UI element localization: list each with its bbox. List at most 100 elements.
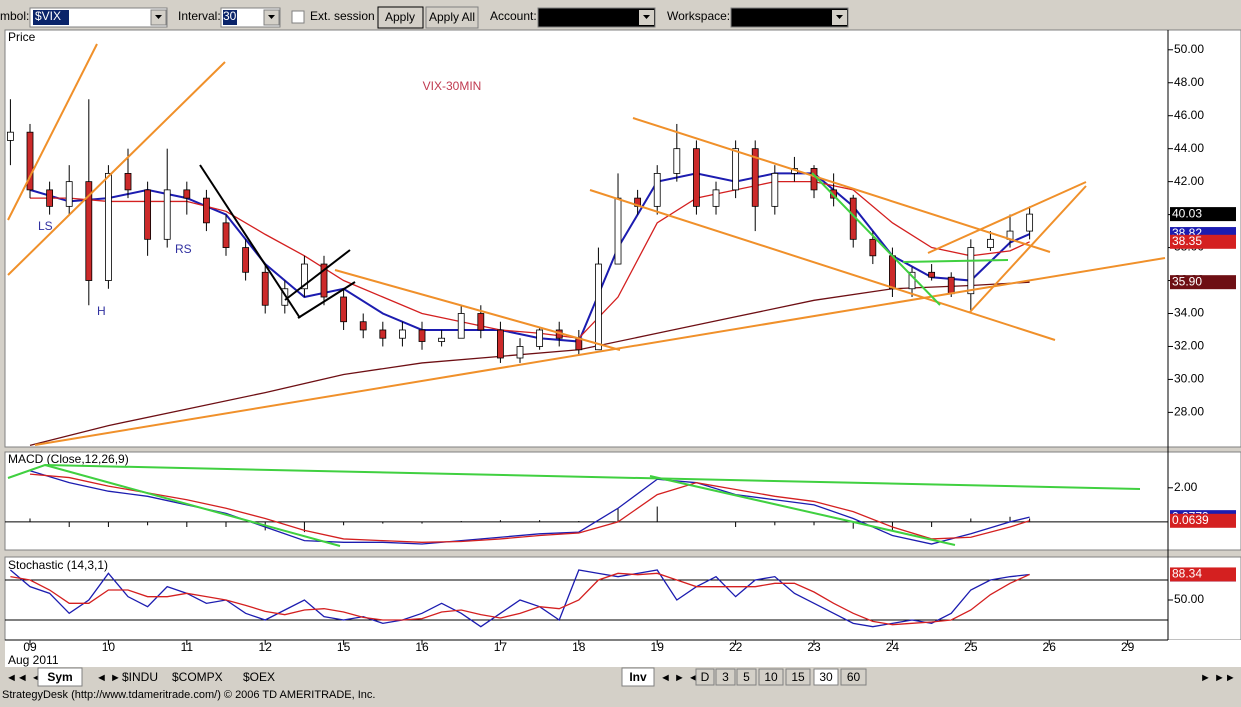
y-tick-label: 50.00 (1174, 42, 1204, 56)
x-tick-label: 09 (23, 640, 37, 654)
trendline (334, 269, 621, 351)
y-tick-label: 42.00 (1174, 174, 1204, 188)
y-tick-label: 28.00 (1174, 405, 1204, 419)
candle-body (497, 329, 504, 359)
value-tag-label: 0.0639 (1172, 513, 1209, 527)
symbol-selection (33, 10, 69, 25)
interval-tab-label[interactable]: 10 (764, 670, 778, 684)
x-tick-label: 25 (964, 640, 978, 654)
series-line (29, 473, 1030, 543)
interval-tab[interactable] (736, 668, 757, 686)
series-line (10, 572, 1030, 626)
trendline (284, 249, 351, 301)
toolbar: mbol: $VIX Interval: 30 Ext. session App… (0, 6, 849, 29)
candle-body (438, 337, 446, 342)
x-tick-label: 26 (1043, 640, 1057, 654)
candle-body (46, 189, 54, 207)
workspace-combo[interactable] (730, 7, 849, 28)
candle-body (889, 255, 896, 290)
series-line (29, 281, 1030, 446)
nav-arrows[interactable]: ◄◄ ◄ (6, 672, 42, 684)
candle-body (810, 168, 818, 191)
tab[interactable]: $OEX (243, 670, 275, 684)
x-tick-label: 11 (181, 640, 194, 654)
candle-body (516, 346, 524, 359)
x-tick-label: 24 (886, 640, 900, 654)
trendline (927, 181, 1087, 254)
interval-tab-label[interactable]: 3 (722, 670, 729, 684)
interval-tab[interactable] (785, 668, 811, 686)
interval-tab-label[interactable]: 60 (847, 670, 861, 684)
value-tag (1170, 513, 1236, 528)
candle-body (85, 181, 93, 281)
candle-body (477, 313, 485, 331)
y-tick-label: 34.00 (1174, 306, 1204, 320)
candle-body (65, 181, 73, 207)
candle-body (595, 263, 602, 351)
apply-text: Apply (385, 10, 415, 24)
panel-title: Stochastic (14,3,1) (8, 558, 108, 572)
y-tick-label: 2.00 (1174, 480, 1198, 494)
candle-body (340, 296, 348, 323)
trendline (589, 189, 1056, 341)
tab[interactable]: Inv (629, 670, 647, 684)
trendline (969, 185, 1087, 313)
tab[interactable]: $COMPX (172, 670, 223, 684)
value-tag (1170, 567, 1236, 582)
trendline (34, 257, 1166, 446)
x-tick-label: 18 (572, 640, 586, 654)
tab[interactable]: Sym (47, 670, 72, 684)
value-tag (1170, 207, 1236, 222)
value-tags: 38.8238.3535.9040.030.27790.063988.1988.… (1170, 206, 1236, 582)
value-tag (1170, 234, 1236, 249)
candle-body (359, 321, 367, 331)
interval-tab-label[interactable]: D (701, 670, 710, 684)
candle-body (7, 131, 14, 141)
ext-session-label: Ext. session (310, 9, 375, 23)
tab-active[interactable] (37, 667, 83, 687)
nav-arrows[interactable]: ► ►► (1200, 672, 1236, 684)
tab-active[interactable] (621, 667, 655, 687)
candle-body (320, 263, 328, 298)
candle-body (457, 313, 465, 339)
interval-tab[interactable] (695, 668, 715, 686)
dropdown-arrow (155, 15, 162, 19)
chart-subtitle: VIX-30MIN (423, 79, 482, 93)
candle-body (379, 329, 387, 339)
apply-all-button[interactable] (425, 6, 479, 29)
apply-button[interactable] (377, 6, 424, 29)
candle-body (105, 172, 112, 281)
interval-tab[interactable] (813, 668, 839, 686)
interval-tab-label[interactable]: 30 (819, 670, 833, 684)
y-tick-label: 50.00 (1174, 592, 1204, 606)
candle-body (399, 329, 406, 339)
nav-arrows[interactable]: ◄ ► ◄ (660, 672, 699, 684)
pattern-label: LS (38, 219, 53, 233)
candle-body (26, 131, 34, 191)
interval-tabs: D 3 5 10 15 30 60 (695, 668, 867, 686)
candle-body (203, 197, 210, 224)
trendline (649, 475, 956, 546)
interval-tab-label[interactable]: 15 (791, 670, 805, 684)
candle-body (261, 271, 269, 306)
nav-arrows[interactable]: ◄ ► (96, 672, 121, 684)
interval-value: 30 (223, 9, 237, 23)
ext-session-checkbox[interactable] (291, 10, 305, 24)
status-bar: StrategyDesk (http://www.tdameritrade.co… (2, 689, 375, 701)
interval-tab[interactable] (715, 668, 736, 686)
stoch-panel (4, 556, 1241, 641)
interval-tab-label[interactable]: 5 (743, 670, 750, 684)
tab[interactable]: $INDU (122, 670, 158, 684)
interval-tab[interactable] (758, 668, 784, 686)
dropdown-arrow (643, 15, 650, 19)
pattern-label: RS (175, 242, 192, 256)
account-combo[interactable] (537, 7, 656, 28)
trendline (7, 43, 98, 221)
x-tick-label: 29 (1121, 640, 1135, 654)
y-tick-label: 44.00 (1174, 141, 1204, 155)
x-tick-label: 19 (651, 640, 665, 654)
interval-tab[interactable] (840, 668, 867, 686)
candle-body (712, 189, 720, 207)
pattern-label: H (97, 304, 106, 318)
x-axis-label: Aug 2011 (8, 653, 59, 667)
